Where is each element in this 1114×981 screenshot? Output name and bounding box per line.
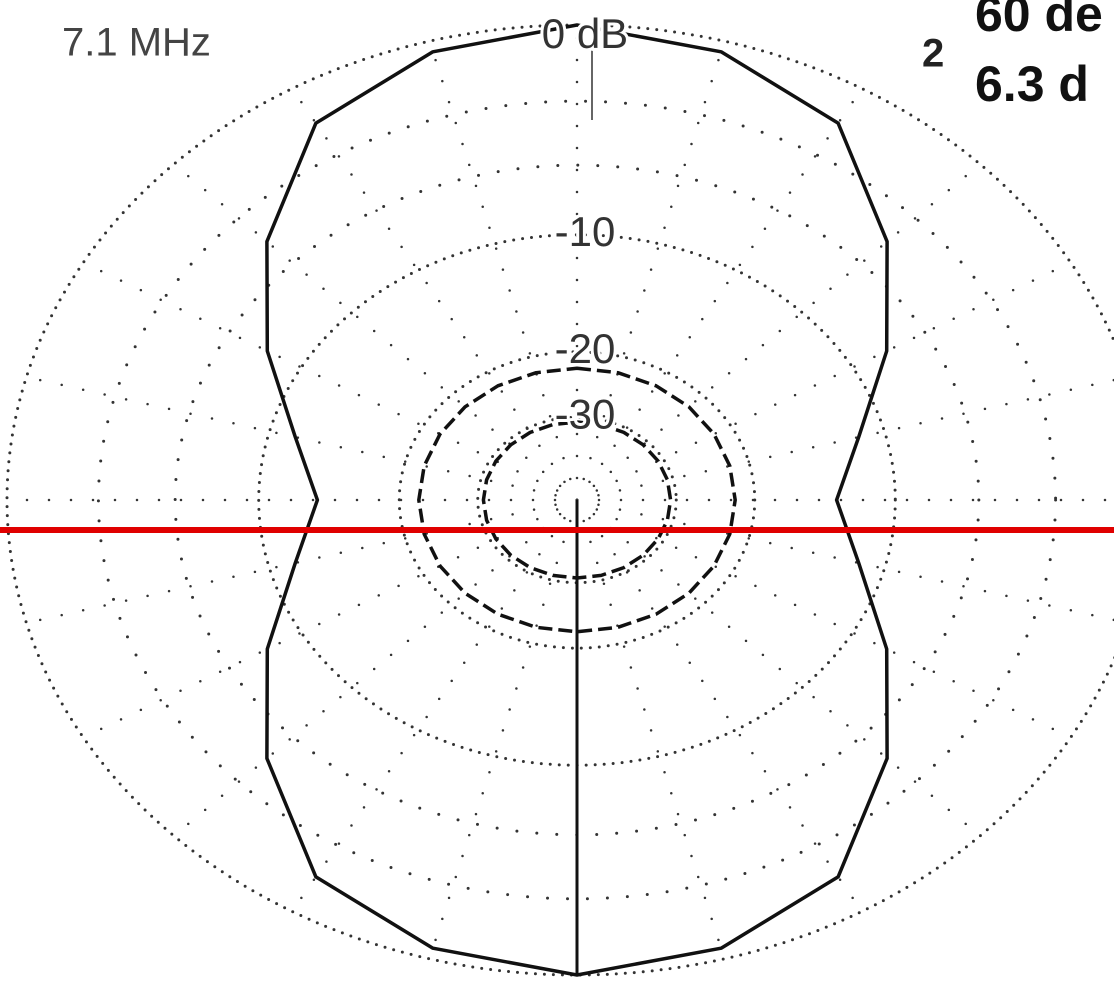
radial-grid-line [172,162,579,502]
ring-tick-label: -30 [555,390,616,437]
ring-tick-label: -10 [555,208,616,255]
marks [265,23,889,977]
radial-grid-line [82,261,579,502]
chart-title: 7.1 MHz [62,21,211,65]
radial-grid-line [25,375,579,502]
radial-grid-line [575,378,1114,502]
radial-grid-line [82,498,579,739]
ring-grid-line [397,350,757,650]
radial-grid-line [575,498,1072,739]
ring-tick-label: 0 dB [542,10,628,57]
radial-grid-line [428,39,579,502]
radial-grid-line [575,162,982,502]
grid [5,23,1114,977]
pattern-trace [265,23,889,977]
ring-grid-line [96,99,1058,901]
radial-grid-line [575,261,1072,502]
radial-grid-line [575,498,726,961]
radial-grid-line [25,498,579,625]
radial-grid-line [290,498,579,913]
radial-grid-line [575,87,864,502]
labels: 7.1 MHz 2 60 de 6.3 d 0 dB -10 -20 -30 [62,0,1103,440]
ring-grid-line [5,23,1114,977]
annotation: 2 [922,32,944,76]
annotation: 60 de [975,0,1103,42]
ring-tick-label: -20 [555,325,616,372]
radial-grid-line [575,39,726,502]
radial-grid-line [575,498,1114,622]
radial-grid-line [172,498,579,838]
pattern-trace [417,366,737,634]
annotation: 6.3 d [975,56,1089,112]
radial-grid-line [575,498,864,913]
pattern-trace [481,420,673,580]
radial-grid-line [428,498,579,961]
radial-grid-line [575,498,982,838]
radial-grid-line [290,87,579,502]
